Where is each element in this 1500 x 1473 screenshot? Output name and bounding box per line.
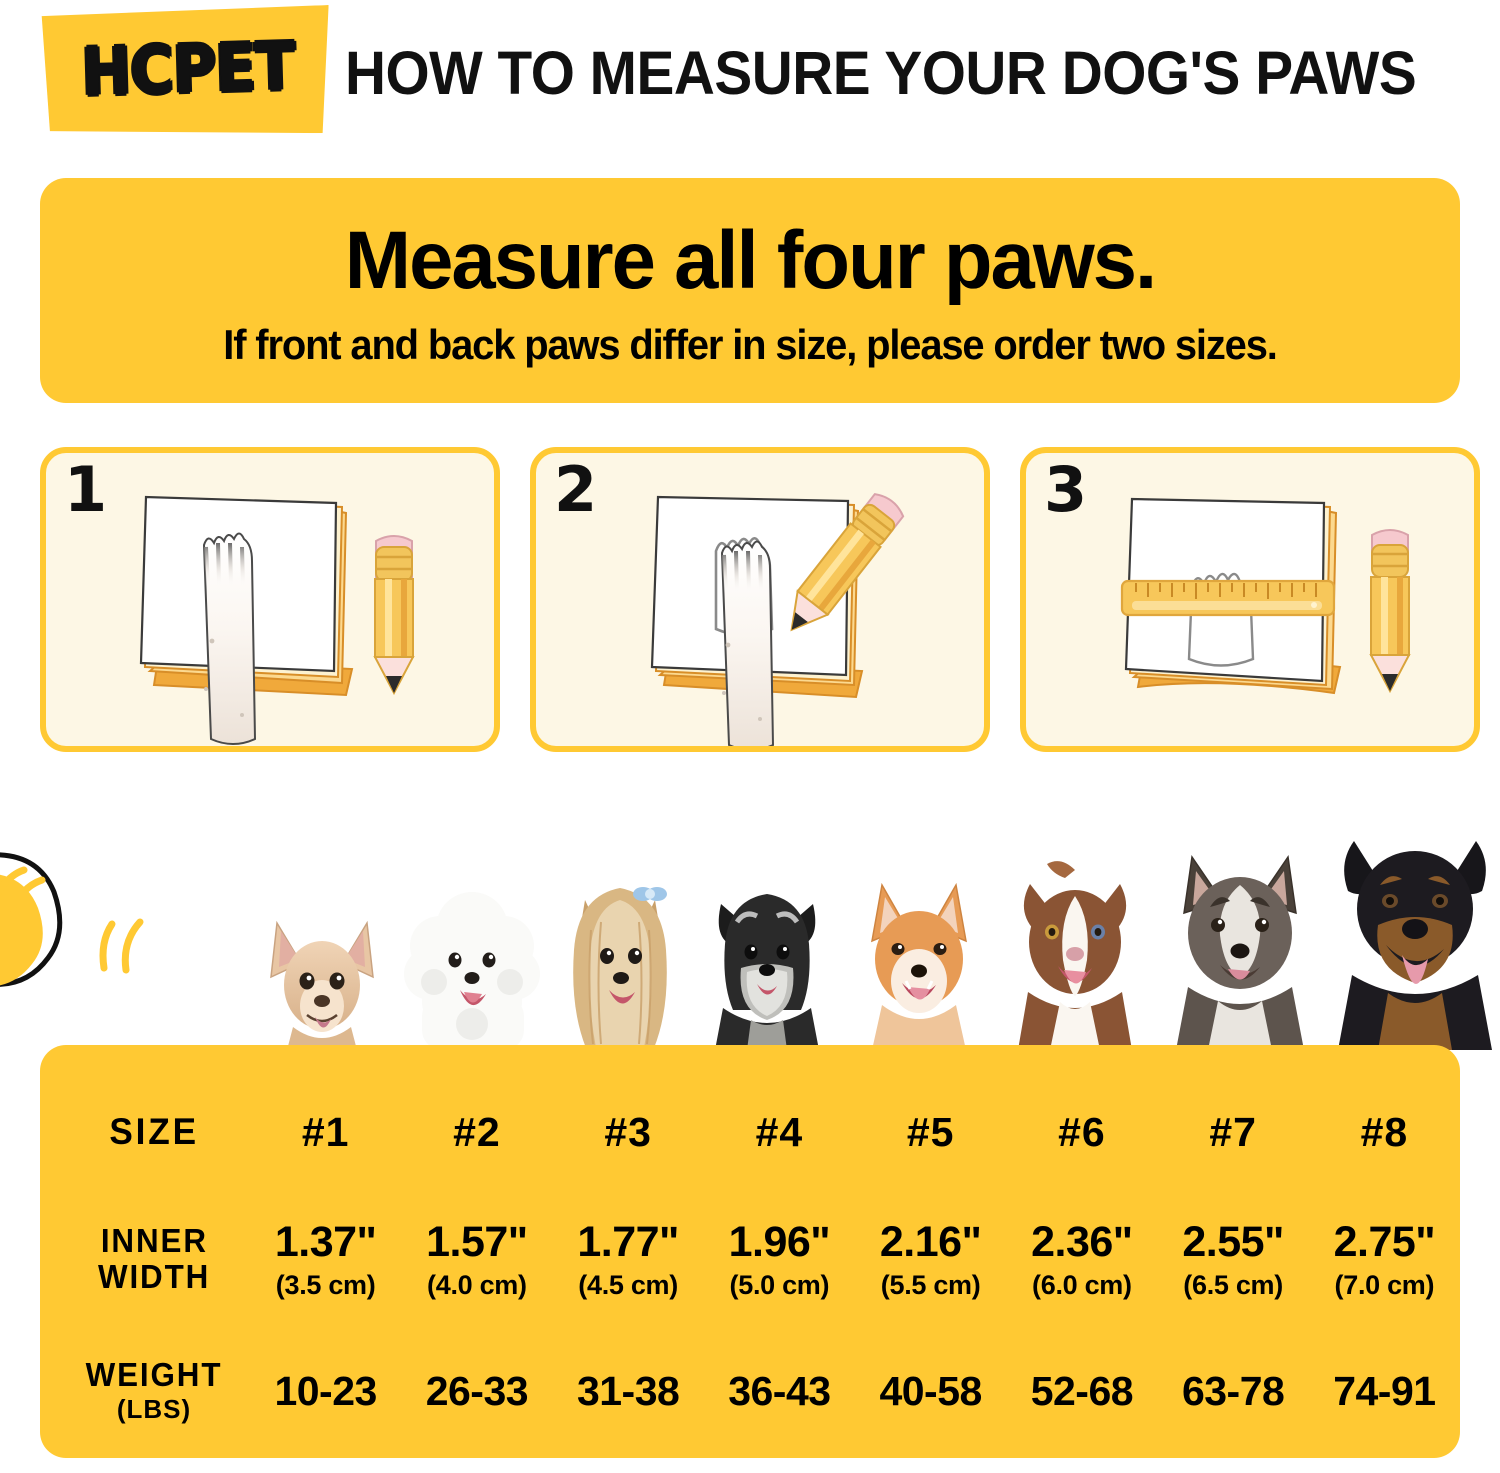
table-row-size: SIZE #1 #2 #3 #4 #5 #6 #7 #8: [40, 1093, 1460, 1171]
row-label-weight: WEIGHT (LBS): [85, 1355, 223, 1425]
table-cell-width-1: 1.37" (3.5 cm): [274, 1217, 377, 1300]
step-number-3: 3: [1044, 453, 1088, 526]
table-cell-weight-8: 74-91: [1333, 1367, 1436, 1414]
bone-blob-icon: [0, 852, 144, 987]
dog-breed-row: [255, 815, 1500, 1055]
pencil-icon: [790, 493, 905, 632]
table-cell-width-5: 2.16" (5.5 cm): [879, 1217, 982, 1300]
step-card-1: 1: [40, 447, 500, 752]
tracing-paw-icon: [650, 493, 905, 746]
table-cell-size-2: #2: [453, 1108, 501, 1155]
table-cell-weight-4: 36-43: [728, 1367, 831, 1414]
page-title: HOW TO MEASURE YOUR DOG'S PAWS: [345, 39, 1417, 107]
ruler-measure-icon: [1120, 497, 1411, 695]
table-cell-width-2: 1.57" (4.0 cm): [426, 1217, 528, 1300]
step-number-1: 1: [64, 453, 108, 526]
ruler-icon: [1120, 579, 1336, 617]
table-cell-size-6: #6: [1058, 1108, 1106, 1155]
dog-chihuahua-icon: [255, 885, 390, 1055]
size-chart-table: SIZE #1 #2 #3 #4 #5 #6 #7 #8 INNER WIDTH…: [40, 1045, 1460, 1458]
table-cell-weight-3: 31-38: [576, 1367, 680, 1414]
motion-lines-icon: [0, 866, 144, 974]
banner-title: Measure all four paws.: [344, 215, 1157, 306]
table-cell-size-3: #3: [604, 1108, 652, 1155]
pencil-icon: [1369, 529, 1411, 694]
table-cell-weight-6: 52-68: [1030, 1367, 1134, 1414]
table-cell-width-7: 2.55" (6.5 cm): [1182, 1217, 1284, 1300]
instruction-banner: Measure all four paws. If front and back…: [40, 178, 1460, 403]
table-cell-size-7: #7: [1209, 1108, 1257, 1155]
table-cell-weight-2: 26-33: [425, 1367, 529, 1414]
dog-yorkshire-terrier-icon: [555, 860, 685, 1055]
table-cell-weight-7: 63-78: [1181, 1367, 1285, 1414]
table-cell-width-8: 2.75" (7.0 cm): [1333, 1217, 1436, 1300]
dog-shiba-inu-icon: [850, 855, 990, 1055]
dog-schnauzer-icon: [695, 860, 840, 1055]
table-cell-width-4: 1.96" (5.0 cm): [728, 1217, 831, 1300]
dog-rottweiler-icon: [1330, 805, 1500, 1055]
row-label-inner-width: INNER WIDTH: [97, 1222, 211, 1295]
row-label-size: SIZE: [109, 1111, 199, 1152]
step-card-2: 2: [530, 447, 990, 752]
page-header: HCPET HOW TO MEASURE YOUR DOG'S PAWS: [0, 0, 1500, 150]
brand-logo-text: HCPET: [80, 27, 296, 111]
table-row-inner-width: INNER WIDTH 1.37" (3.5 cm) 1.57" (4.0 cm…: [40, 1205, 1460, 1313]
table-row-weight: WEIGHT (LBS) 10-23 26-33 31-38 36-43 40-…: [40, 1341, 1460, 1441]
table-cell-width-3: 1.77" (4.5 cm): [577, 1217, 679, 1300]
table-cell-weight-1: 10-23: [274, 1367, 377, 1414]
table-cell-weight-5: 40-58: [879, 1367, 982, 1414]
table-cell-size-1: #1: [301, 1108, 350, 1155]
dog-alaskan-malamute-icon: [1160, 825, 1320, 1055]
step-card-3: 3: [1020, 447, 1480, 752]
table-cell-width-6: 2.36" (6.0 cm): [1031, 1217, 1133, 1300]
dog-australian-shepherd-icon: [1000, 840, 1150, 1055]
table-cell-size-4: #4: [755, 1108, 804, 1155]
steps-row: 1: [40, 447, 1480, 752]
banner-subtitle: If front and back paws differ in size, p…: [223, 321, 1278, 368]
dog-bichon-frise-icon: [400, 870, 545, 1055]
paw-on-paper-icon: [139, 495, 415, 745]
step-number-2: 2: [554, 453, 598, 526]
table-cell-size-5: #5: [906, 1108, 955, 1155]
hair-bow-icon: [633, 887, 667, 901]
pencil-icon: [373, 535, 415, 696]
table-cell-size-8: #8: [1360, 1108, 1409, 1155]
